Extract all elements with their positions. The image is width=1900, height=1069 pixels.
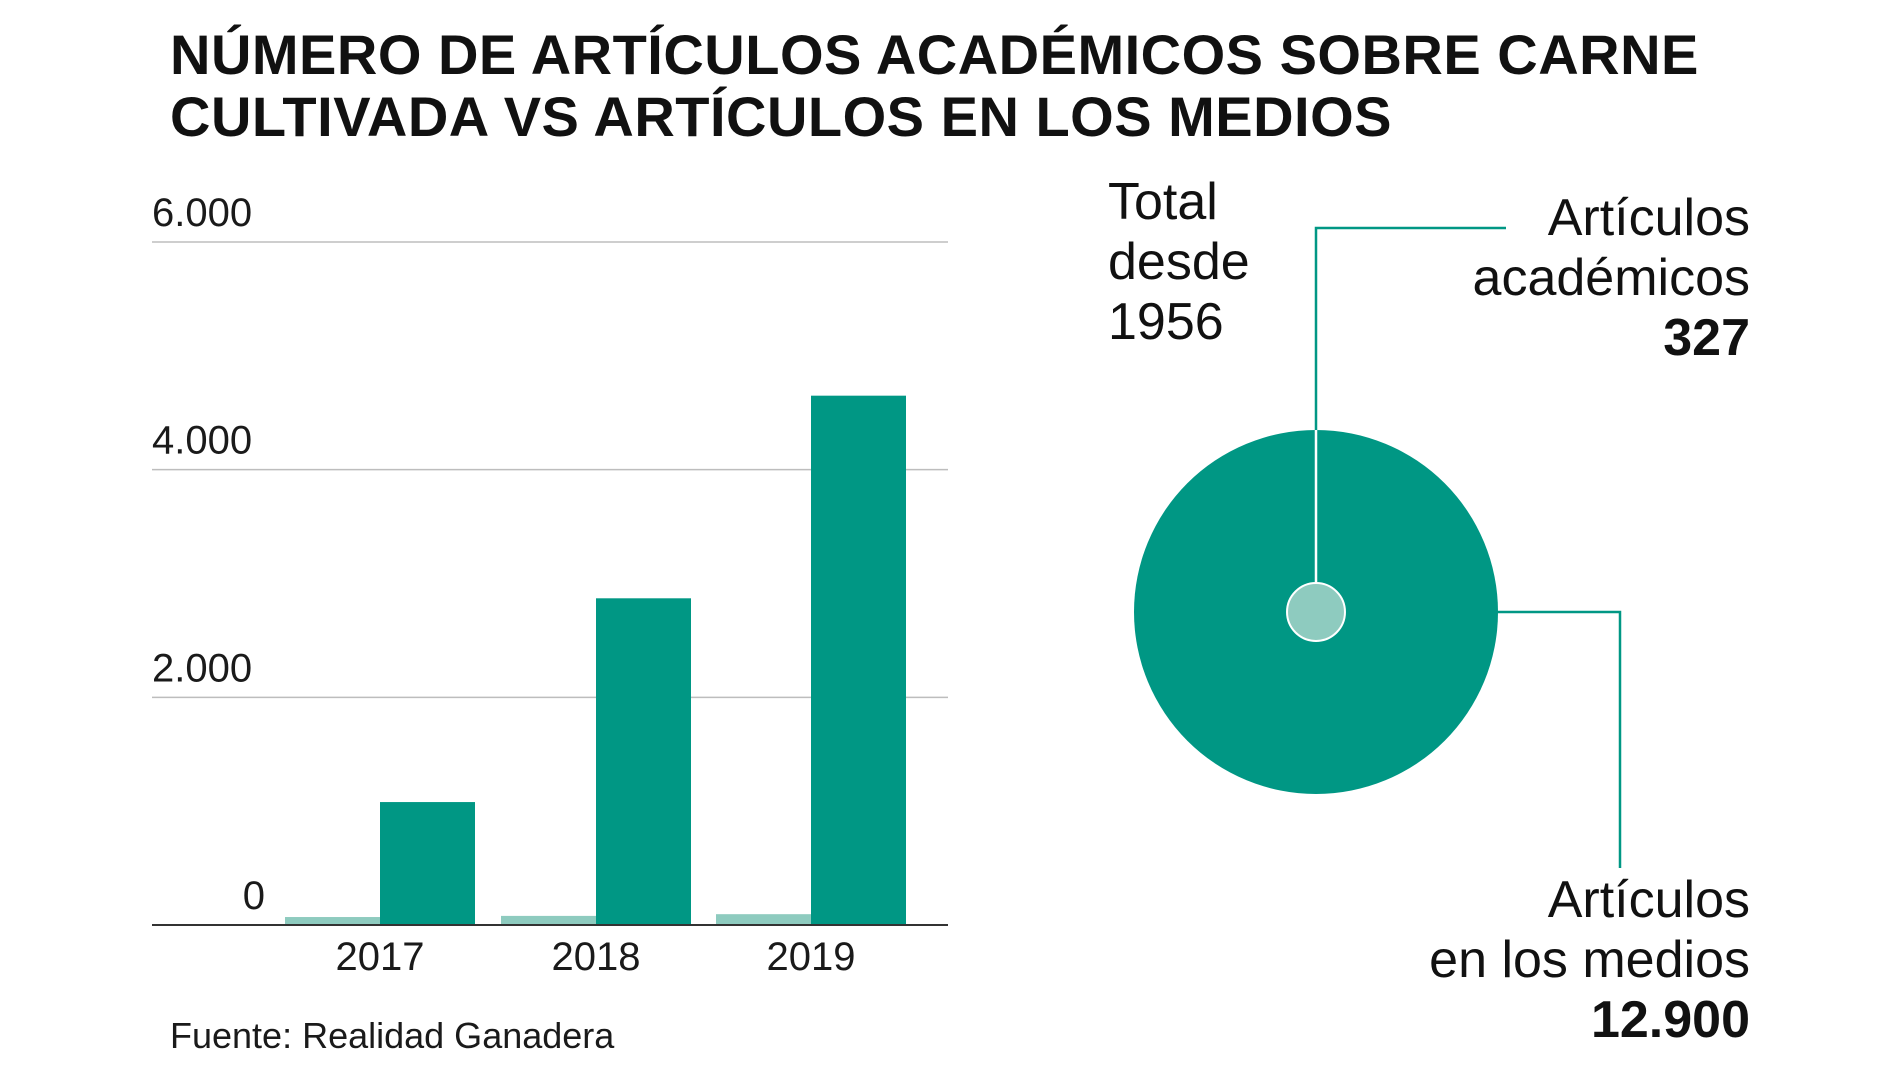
bar-academic-2019	[716, 914, 811, 925]
media-leader	[1498, 610, 1622, 868]
y-tick-label: 4.000	[152, 419, 252, 463]
total-since-line-2: desde	[1108, 233, 1250, 291]
media-total-value: 12.900	[1590, 991, 1750, 1049]
academic-label-line-1: Artículos	[1547, 189, 1750, 247]
source-note: Fuente: Realidad Ganadera	[170, 1015, 615, 1056]
y-tick-label: 6.000	[152, 191, 252, 235]
bar-media-2017	[380, 802, 475, 925]
bar-academic-2018	[501, 915, 596, 925]
x-category-label: 2018	[552, 935, 641, 979]
academic-total-value: 327	[1663, 309, 1750, 367]
chart-title: NÚMERO DE ARTÍCULOS ACADÉMICOS SOBRE CAR…	[170, 24, 1790, 148]
x-category-label: 2019	[767, 935, 856, 979]
total-since-label: Total desde 1956	[1108, 172, 1250, 352]
bars	[285, 395, 906, 925]
bar-academic-2017	[285, 917, 380, 925]
total-since-line-1: Total	[1108, 173, 1218, 231]
chart-title-line-2: CULTIVADA VS ARTÍCULOS EN LOS MEDIOS	[170, 85, 1393, 148]
bar-media-2018	[596, 598, 691, 925]
chart-title-line-1: NÚMERO DE ARTÍCULOS ACADÉMICOS SOBRE CAR…	[170, 23, 1699, 86]
academic-label-line-2: académicos	[1472, 249, 1750, 307]
proportional-circles	[1134, 226, 1622, 868]
media-articles-annotation: Artículos en los medios 12.900	[1429, 870, 1750, 1050]
academic-total-circle	[1286, 582, 1346, 642]
bar-media-2019	[811, 395, 906, 925]
y-tick-label: 2.000	[152, 646, 252, 690]
x-axis-category-labels: 2017 2018 2019	[336, 935, 856, 979]
academic-articles-annotation: Artículos académicos 327	[1473, 188, 1750, 368]
media-label-line-2: en los medios	[1429, 931, 1750, 989]
media-label-line-1: Artículos	[1547, 871, 1750, 929]
y-tick-label: 0	[243, 874, 265, 918]
y-axis-tick-labels: 0 2.000 4.000 6.000	[152, 191, 265, 918]
academic-leader-outer	[1314, 226, 1506, 430]
x-category-label: 2017	[336, 935, 425, 979]
total-since-line-3: 1956	[1108, 293, 1224, 351]
